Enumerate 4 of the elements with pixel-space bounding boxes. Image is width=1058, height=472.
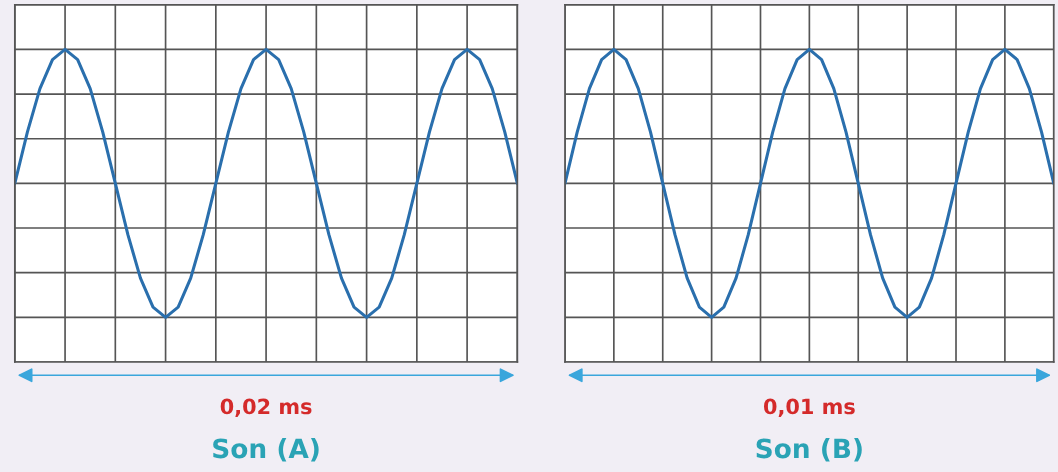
text: Son (B)	[756, 438, 862, 462]
text: 0,01 ms	[763, 398, 855, 417]
text: Son (A)	[213, 438, 319, 462]
text: 0,02 ms	[220, 398, 312, 417]
